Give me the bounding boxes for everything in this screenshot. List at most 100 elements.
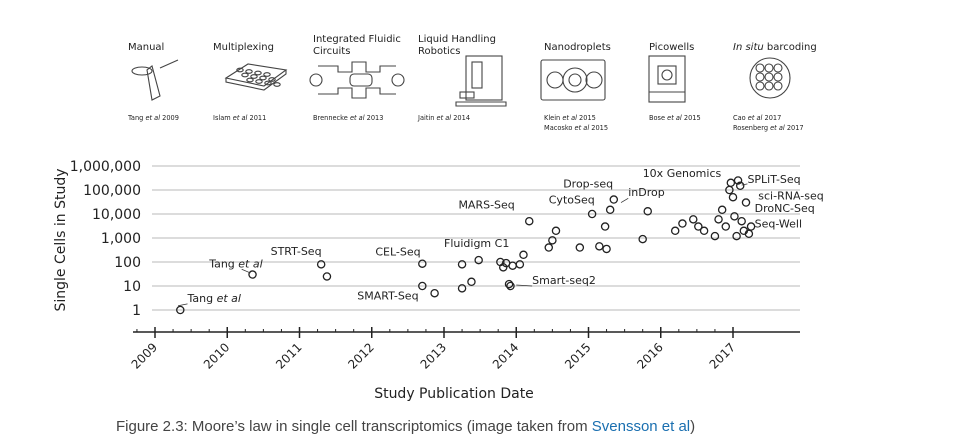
data-point (474, 255, 483, 265)
leader-line (241, 268, 251, 274)
picowell-icon (648, 55, 686, 103)
data-point (721, 222, 731, 231)
data-point (519, 250, 528, 260)
leader-line (516, 284, 533, 287)
y-tick-label: 1 (132, 303, 141, 319)
x-tick-label: 2010 (201, 340, 232, 371)
annotation-label: Smart-seq2 (532, 274, 596, 287)
data-point (551, 226, 561, 236)
leader-line (178, 303, 188, 307)
droplet-icon (540, 59, 606, 101)
data-point (694, 222, 703, 231)
annotation-label: SMART-Seq (357, 289, 418, 302)
caption-suffix: ) (690, 418, 696, 435)
data-point (587, 209, 597, 219)
method-reference: Islam et al 2011 (213, 114, 266, 122)
robot-icon (455, 55, 507, 107)
method-title: Multiplexing (213, 42, 274, 53)
data-point (508, 261, 517, 270)
data-point (670, 226, 680, 236)
annotation-label: CytoSeq (549, 194, 595, 207)
y-tick-label: 1,000 (101, 231, 141, 247)
x-tick-label: 2009 (129, 340, 160, 371)
caption-prefix: Figure 2.3: Moore’s law in single cell t… (116, 418, 592, 435)
method-reference: Tang et al 2009 (127, 114, 179, 122)
data-point (741, 198, 751, 207)
method-title: Nanodroplets (544, 42, 611, 53)
data-point (746, 222, 756, 231)
x-tick-label: 2017 (707, 340, 738, 371)
leader-line (620, 197, 629, 203)
annotation-label: inDrop (628, 186, 665, 199)
method-title: In situ barcoding (733, 42, 817, 53)
data-point (548, 236, 557, 245)
data-point (600, 222, 610, 231)
annotations: Tang et al Tang et al STRT-Seq CEL-Seq SMART… (178, 167, 824, 307)
x-tick-label: 2014 (490, 340, 521, 371)
data-point (176, 305, 185, 315)
fluidic-chip-icon (309, 61, 405, 99)
y-tick-label: 10 (123, 279, 141, 295)
data-point (609, 195, 619, 204)
method-header: Manual Tang et al 2009 Multiplexing Islam e… (127, 34, 817, 132)
y-tick-label: 10,000 (92, 207, 141, 223)
data-points (176, 176, 756, 315)
method-title: Manual (128, 42, 164, 53)
annotation-label: Seq-Well (755, 218, 802, 231)
data-point (595, 242, 604, 251)
annotation-label: STRT-Seq (271, 245, 322, 258)
data-point (602, 244, 611, 254)
data-point (418, 259, 427, 268)
figure-caption: Figure 2.3: Moore’s law in single cell t… (116, 418, 695, 435)
data-point (322, 272, 332, 281)
data-point (457, 284, 467, 293)
data-point (504, 279, 514, 289)
data-point (575, 243, 585, 252)
data-point (735, 181, 745, 191)
y-axis: 1 10 100 1,000 10,000 100,000 1,000,000 (70, 159, 141, 319)
data-point (638, 234, 647, 244)
method-reference: Cao et al 2017 (733, 114, 781, 122)
data-point (605, 205, 615, 215)
annotation-label: sci-RNA-seq (758, 190, 823, 203)
svensson-link[interactable]: Svensson et al (591, 418, 691, 435)
data-point (248, 270, 257, 279)
data-point (733, 176, 743, 185)
data-point (457, 260, 467, 269)
data-point (726, 178, 736, 188)
x-tick-label: 2011 (273, 340, 304, 371)
plate-icon (224, 63, 288, 91)
pipette-icon (131, 59, 179, 101)
method-reference: Macosko et al 2015 (544, 124, 608, 132)
data-point (525, 216, 534, 226)
x-tick-label: 2013 (418, 340, 449, 371)
method-reference: Jaitin et al 2014 (417, 114, 470, 122)
annotation-label: MARS-Seq (458, 198, 514, 211)
annotation-label: 10x Genomics (643, 167, 722, 180)
annotation-label: Tang et al (187, 292, 241, 305)
data-point (418, 281, 427, 291)
x-axis: 2009 2010 2011 2012 2013 2014 2015 2016 2017 (129, 327, 800, 372)
data-point (678, 219, 687, 228)
data-point (498, 263, 508, 272)
data-point (506, 281, 515, 291)
data-point (730, 212, 739, 221)
y-tick-label: 1,000,000 (70, 159, 141, 175)
data-point (544, 243, 554, 252)
annotation-label: Fluidigm C1 (444, 237, 509, 250)
data-point (316, 260, 326, 269)
x-tick-label: 2015 (562, 340, 593, 371)
annotation-label: Drop-seq (563, 177, 613, 190)
method-title: Liquid Handling (418, 34, 496, 45)
data-point (699, 226, 709, 236)
gridlines (152, 165, 800, 311)
annotation-label: SPLiT-Seq (747, 173, 800, 186)
method-title: Integrated Fluidic (313, 34, 401, 45)
annotation-label: DroNC-Seq (755, 202, 815, 215)
y-tick-label: 100,000 (83, 183, 141, 199)
data-point (643, 207, 652, 216)
data-point (710, 231, 720, 241)
method-reference: Bose et al 2015 (649, 114, 701, 122)
